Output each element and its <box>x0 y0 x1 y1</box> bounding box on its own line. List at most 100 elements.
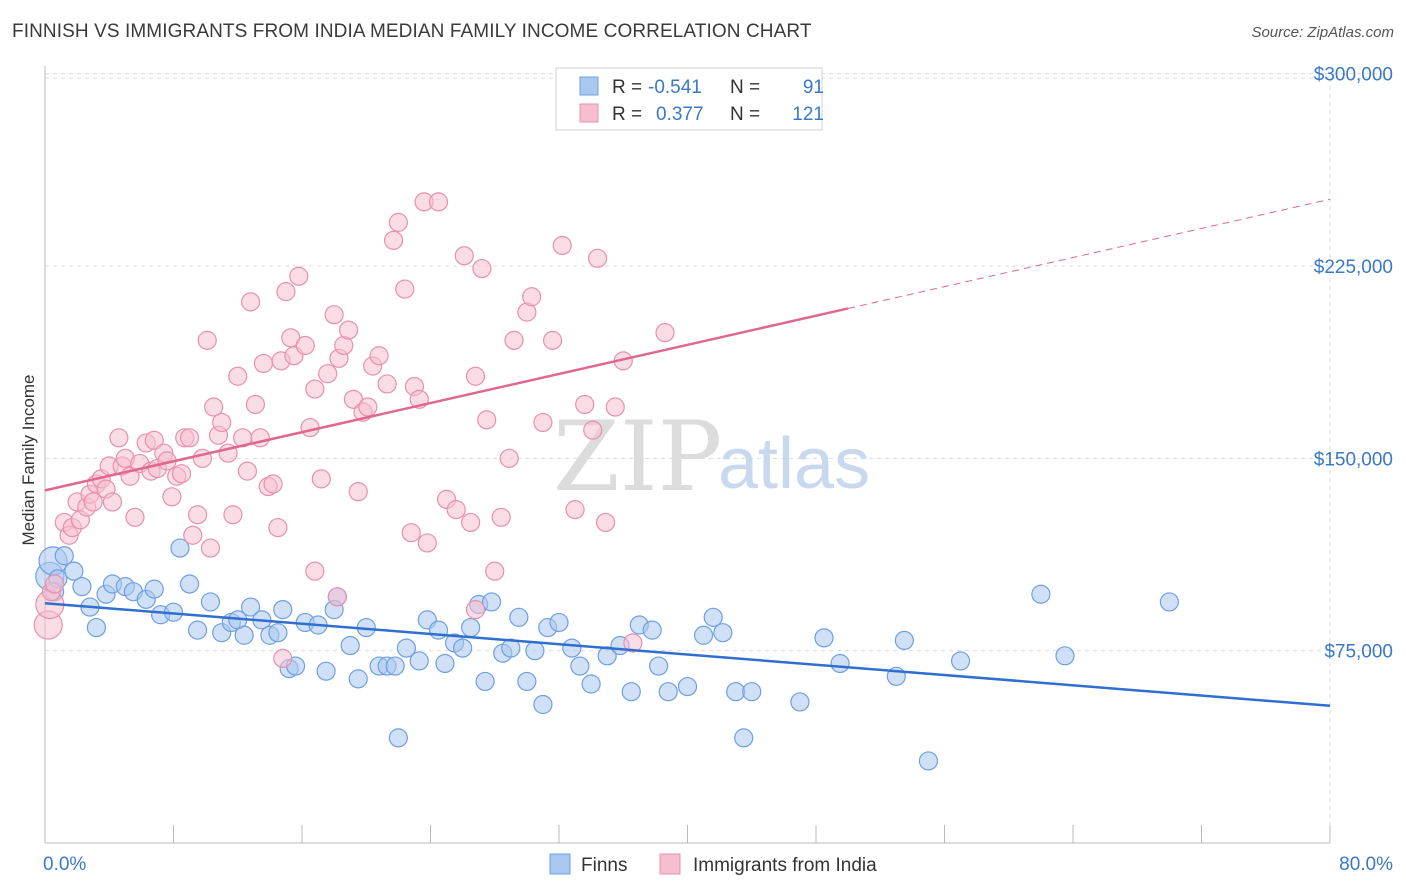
point-india-98 <box>542 330 563 350</box>
point-india-60 <box>300 417 320 438</box>
legend-box <box>555 67 823 131</box>
point-india-78 <box>401 523 421 543</box>
legend-r-value-india: 0.377 <box>656 104 704 125</box>
point-india-74 <box>377 374 397 394</box>
trend-line-india <box>44 307 849 492</box>
point-india-43 <box>223 505 243 525</box>
point-india-58 <box>289 266 309 286</box>
point-india-75 <box>383 230 404 250</box>
bottom-legend-label-india: Immigrants from India <box>693 855 877 876</box>
point-india-55 <box>276 282 296 302</box>
point-india-89 <box>472 258 492 279</box>
point-finns-65 <box>581 674 601 694</box>
point-india-77 <box>395 279 415 299</box>
legend-swatch-india <box>579 103 599 123</box>
watermark-atlas: atlas <box>718 424 870 504</box>
data-points <box>33 192 1179 771</box>
point-finns-17 <box>170 538 190 558</box>
point-finns-83 <box>894 630 914 651</box>
point-finns-64 <box>570 656 590 676</box>
point-finns-50 <box>453 638 473 658</box>
legend-swatch-finns <box>579 76 599 96</box>
point-india-94 <box>504 330 524 350</box>
point-india-83 <box>428 192 449 212</box>
point-india-73 <box>369 346 389 366</box>
point-finns-25 <box>241 597 261 617</box>
point-finns-53 <box>475 671 495 692</box>
point-finns-88 <box>1055 646 1075 666</box>
point-finns-74 <box>693 625 714 645</box>
point-finns-66 <box>597 646 617 666</box>
point-india-92 <box>491 507 511 527</box>
point-finns-19 <box>187 620 208 640</box>
point-india-90 <box>477 410 497 430</box>
point-india-110 <box>327 587 347 607</box>
y-tick-label-3: $300,000 <box>1314 65 1393 86</box>
point-finns-8 <box>86 617 107 638</box>
point-india-17 <box>109 428 129 448</box>
point-india-108 <box>305 561 325 581</box>
point-finns-18 <box>179 574 200 594</box>
point-india-71 <box>358 397 378 417</box>
point-india-82 <box>417 533 437 553</box>
point-finns-37 <box>340 635 360 656</box>
point-finns-81 <box>814 628 834 648</box>
point-finns-4 <box>54 546 74 566</box>
point-india-85 <box>446 500 466 520</box>
point-finns-44 <box>396 638 417 658</box>
legend-n-label-india: N = <box>730 104 760 125</box>
y-tick-label-1: $150,000 <box>1314 449 1393 470</box>
point-india-99 <box>552 235 572 256</box>
point-finns-45 <box>409 651 429 671</box>
bottom-legend-label-finns: Finns <box>581 855 627 876</box>
point-india-102 <box>583 420 603 440</box>
point-india-53 <box>268 517 288 538</box>
legend-r-label-finns: R = <box>612 77 642 98</box>
chart-title: FINNISH VS IMMIGRANTS FROM INDIA MEDIAN … <box>12 21 812 42</box>
point-finns-29 <box>273 600 293 620</box>
point-india-111 <box>465 600 486 620</box>
point-finns-24 <box>234 625 254 645</box>
point-finns-82 <box>830 653 850 674</box>
watermark: ZIP atlas <box>553 401 870 513</box>
point-india-25 <box>144 430 164 450</box>
point-india-93 <box>499 448 519 468</box>
point-finns-20 <box>200 592 221 612</box>
point-finns-6 <box>72 576 92 597</box>
trend-lines <box>44 198 1331 708</box>
point-finns-14 <box>144 579 164 599</box>
point-finns-34 <box>316 661 336 681</box>
point-india-48 <box>245 394 266 415</box>
point-finns-42 <box>385 656 405 676</box>
point-india-104 <box>595 512 616 533</box>
legend-n-value-finns: 91 <box>803 77 824 98</box>
point-finns-87 <box>1031 584 1051 604</box>
point-finns-79 <box>742 682 762 702</box>
point-india-50 <box>253 353 274 374</box>
point-finns-78 <box>734 728 754 748</box>
point-india-44 <box>228 366 248 386</box>
point-india-88 <box>465 366 486 386</box>
trend-line-finns <box>44 601 1331 708</box>
point-india-29 <box>162 487 182 507</box>
point-india-64 <box>324 305 344 325</box>
point-india-35 <box>187 505 208 525</box>
point-india-103 <box>587 248 608 268</box>
point-finns-47 <box>428 620 449 640</box>
point-india-107 <box>655 323 675 343</box>
legend-n-value-india: 121 <box>792 104 824 125</box>
point-india-39 <box>204 397 224 417</box>
point-finns-59 <box>525 641 545 661</box>
point-india-31 <box>171 464 192 484</box>
point-india-59 <box>295 335 315 356</box>
point-finns-43 <box>388 728 408 748</box>
legend: R = -0.541 N = 91 R = 0.377 N = 121 <box>555 67 824 131</box>
point-india-67 <box>338 320 359 340</box>
point-finns-76 <box>713 623 733 643</box>
point-india-96 <box>522 287 542 307</box>
point-finns-51 <box>461 617 481 638</box>
point-finns-73 <box>677 676 698 697</box>
bottom-legend-swatch-india <box>659 853 681 875</box>
x-tick-label-1: 80.0% <box>1339 854 1393 875</box>
